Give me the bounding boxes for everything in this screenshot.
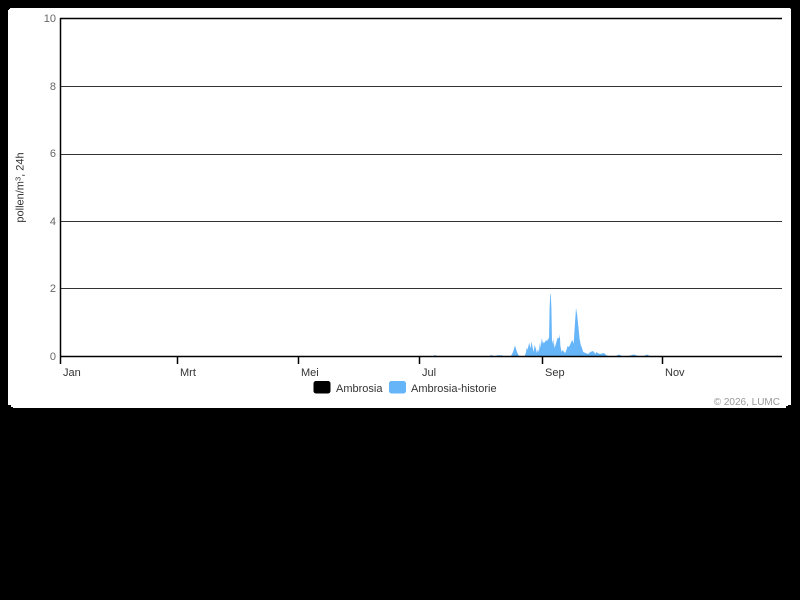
svg-text:2: 2 xyxy=(50,283,56,295)
svg-text:8: 8 xyxy=(50,81,56,93)
svg-text:Jan: Jan xyxy=(63,367,81,379)
svg-text:© 2026, LUMC: © 2026, LUMC xyxy=(714,397,780,408)
svg-text:Mei: Mei xyxy=(301,367,319,379)
svg-text:Jul: Jul xyxy=(422,367,436,379)
svg-text:4: 4 xyxy=(50,216,56,228)
svg-text:pollen/m3, 24h: pollen/m3, 24h xyxy=(14,152,27,222)
svg-text:Ambrosia-historie: Ambrosia-historie xyxy=(411,383,497,395)
svg-text:Sep: Sep xyxy=(545,367,565,379)
svg-text:6: 6 xyxy=(50,148,56,160)
svg-text:Mrt: Mrt xyxy=(180,367,196,379)
svg-text:10: 10 xyxy=(44,13,56,25)
svg-text:0: 0 xyxy=(50,351,56,363)
svg-text:Ambrosia: Ambrosia xyxy=(336,383,383,395)
svg-text:Nov: Nov xyxy=(665,367,685,379)
